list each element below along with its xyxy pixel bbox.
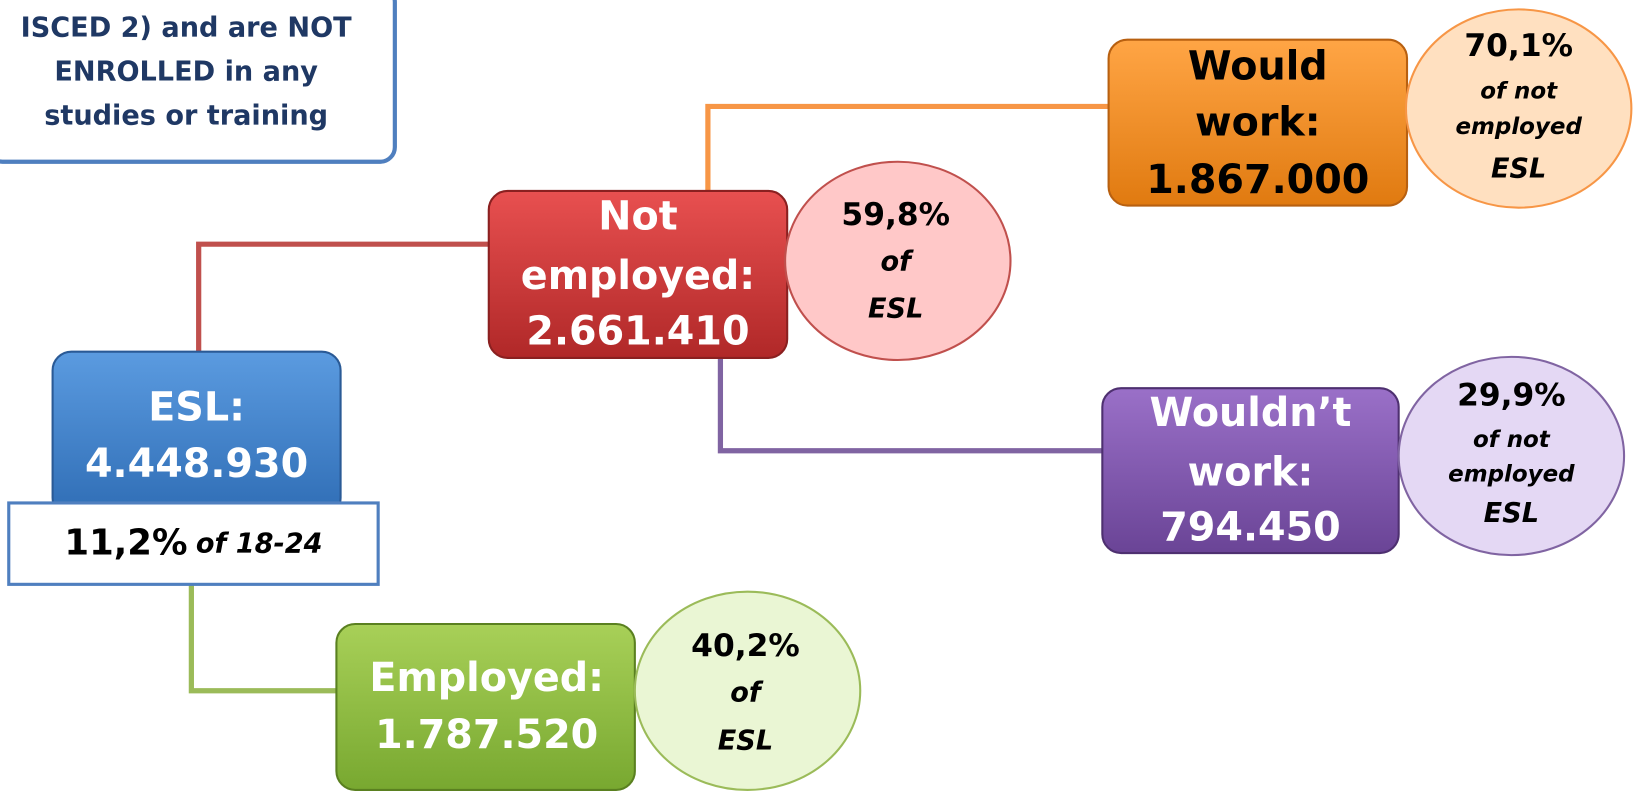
node-label: 4.448.930 [85, 441, 308, 487]
share-ellipse [1397, 355, 1626, 557]
node-label: 1.787.520 [375, 712, 598, 758]
share-line: ESL [1491, 154, 1546, 185]
share-line: ESL [1484, 498, 1539, 529]
share-box [7, 501, 380, 586]
node-box [51, 350, 342, 518]
share-line: of [730, 677, 764, 708]
share-line: of not [1480, 78, 1558, 104]
share-value: 11,2% [64, 523, 187, 564]
connector [705, 103, 1140, 209]
connector [188, 584, 366, 694]
share-line: 59,8% [841, 197, 950, 233]
share-line: 70,1% [1464, 28, 1573, 64]
node-label: 1.867.000 [1146, 157, 1369, 203]
node-label: Wouldn’t [1150, 390, 1352, 436]
share-ellipse [1404, 8, 1633, 209]
share-line: employed [1455, 114, 1582, 140]
node-label: Employed: [369, 655, 604, 701]
node-label: work: [1188, 449, 1314, 495]
node-label: work: [1195, 100, 1321, 146]
share-line: 40,2% [691, 628, 800, 664]
note-line: studies or training [44, 100, 328, 131]
node-label: ESL: [148, 385, 245, 431]
share-line: employed [1448, 461, 1575, 487]
share-line: of [880, 246, 914, 277]
share-ellipse [633, 590, 862, 791]
share-line: ESL [868, 293, 923, 324]
share-line: of not [1473, 427, 1551, 453]
connector [717, 357, 1133, 454]
note-line: ISCED 2) and are NOT [21, 13, 352, 44]
node-label: Not [598, 194, 677, 240]
connector [196, 241, 510, 352]
node-label: Would [1188, 43, 1328, 89]
note-line: ENROLLED in any [54, 57, 318, 88]
node-label: 2.661.410 [526, 308, 749, 354]
share-line: 29,9% [1457, 378, 1566, 414]
note-box [0, 0, 397, 164]
share-text: 11,2% of 18-24 [64, 523, 322, 564]
share-ellipse [784, 160, 1012, 362]
node-label: 794.450 [1160, 505, 1341, 551]
share-line: ESL [718, 725, 773, 756]
share-of: of 18-24 [196, 528, 323, 559]
node-box [335, 622, 636, 791]
node-label: employed: [521, 253, 755, 299]
node-box [1101, 387, 1400, 555]
